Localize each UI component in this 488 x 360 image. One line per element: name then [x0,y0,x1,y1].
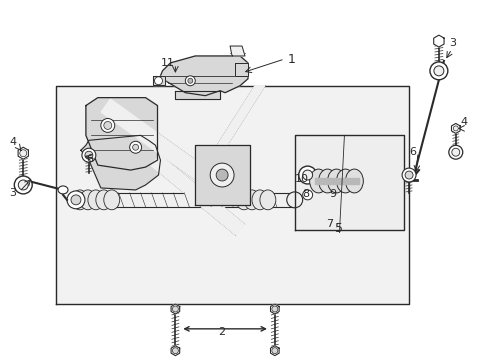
Ellipse shape [302,170,312,180]
Text: 4: 4 [460,117,467,127]
Polygon shape [450,123,459,133]
Ellipse shape [336,169,354,193]
Polygon shape [152,76,165,85]
Text: 7: 7 [325,219,332,229]
Ellipse shape [236,190,251,210]
Polygon shape [433,35,443,47]
Ellipse shape [429,62,447,80]
Ellipse shape [103,121,112,129]
Ellipse shape [58,186,68,194]
Polygon shape [270,346,279,356]
Polygon shape [151,155,244,235]
Ellipse shape [210,163,234,187]
Ellipse shape [172,306,178,312]
Polygon shape [294,135,403,230]
Ellipse shape [96,190,112,210]
Text: 4: 4 [9,137,17,147]
Text: 3: 3 [448,38,455,48]
Polygon shape [56,86,408,304]
Ellipse shape [67,191,85,209]
Text: 11: 11 [160,58,174,68]
Ellipse shape [448,145,462,159]
Ellipse shape [298,166,316,184]
Ellipse shape [101,118,115,132]
Ellipse shape [132,144,138,150]
Ellipse shape [452,126,457,131]
Polygon shape [81,135,160,190]
Polygon shape [195,145,249,205]
Ellipse shape [129,141,142,153]
Ellipse shape [251,190,267,210]
Ellipse shape [260,190,275,210]
Ellipse shape [80,190,96,210]
Polygon shape [175,91,220,99]
Ellipse shape [401,168,415,182]
Ellipse shape [18,180,28,190]
Ellipse shape [187,78,192,83]
Polygon shape [230,46,244,56]
Text: 3: 3 [9,188,16,198]
Polygon shape [155,56,247,96]
Ellipse shape [404,171,412,179]
Ellipse shape [327,169,345,193]
Ellipse shape [345,169,363,193]
Polygon shape [314,178,359,184]
Polygon shape [86,98,157,170]
Ellipse shape [309,169,327,193]
Polygon shape [171,304,179,314]
Ellipse shape [286,192,302,208]
Polygon shape [171,346,179,356]
Text: 9: 9 [329,189,336,199]
Polygon shape [235,63,247,76]
Text: 1: 1 [287,53,295,66]
Polygon shape [76,193,294,207]
Ellipse shape [72,190,88,210]
Polygon shape [101,99,234,201]
Ellipse shape [85,151,93,159]
Ellipse shape [433,66,443,76]
Polygon shape [217,86,264,145]
Text: 6: 6 [408,147,415,157]
Ellipse shape [71,195,81,205]
Ellipse shape [103,190,120,210]
Text: 8: 8 [302,189,309,199]
Ellipse shape [20,150,27,157]
Ellipse shape [172,348,178,354]
Ellipse shape [451,148,459,156]
Ellipse shape [216,169,227,181]
Ellipse shape [154,77,162,85]
Text: 2: 2 [218,327,225,337]
Ellipse shape [271,348,277,354]
Text: 5: 5 [335,222,343,235]
Ellipse shape [88,190,103,210]
Ellipse shape [318,169,336,193]
Ellipse shape [244,190,260,210]
Ellipse shape [14,176,32,194]
Polygon shape [270,304,279,314]
Ellipse shape [302,190,312,200]
Text: 6: 6 [86,154,93,164]
Ellipse shape [185,76,195,86]
Text: 10: 10 [294,174,308,184]
Ellipse shape [82,148,96,162]
Polygon shape [18,147,28,159]
Ellipse shape [271,306,277,312]
